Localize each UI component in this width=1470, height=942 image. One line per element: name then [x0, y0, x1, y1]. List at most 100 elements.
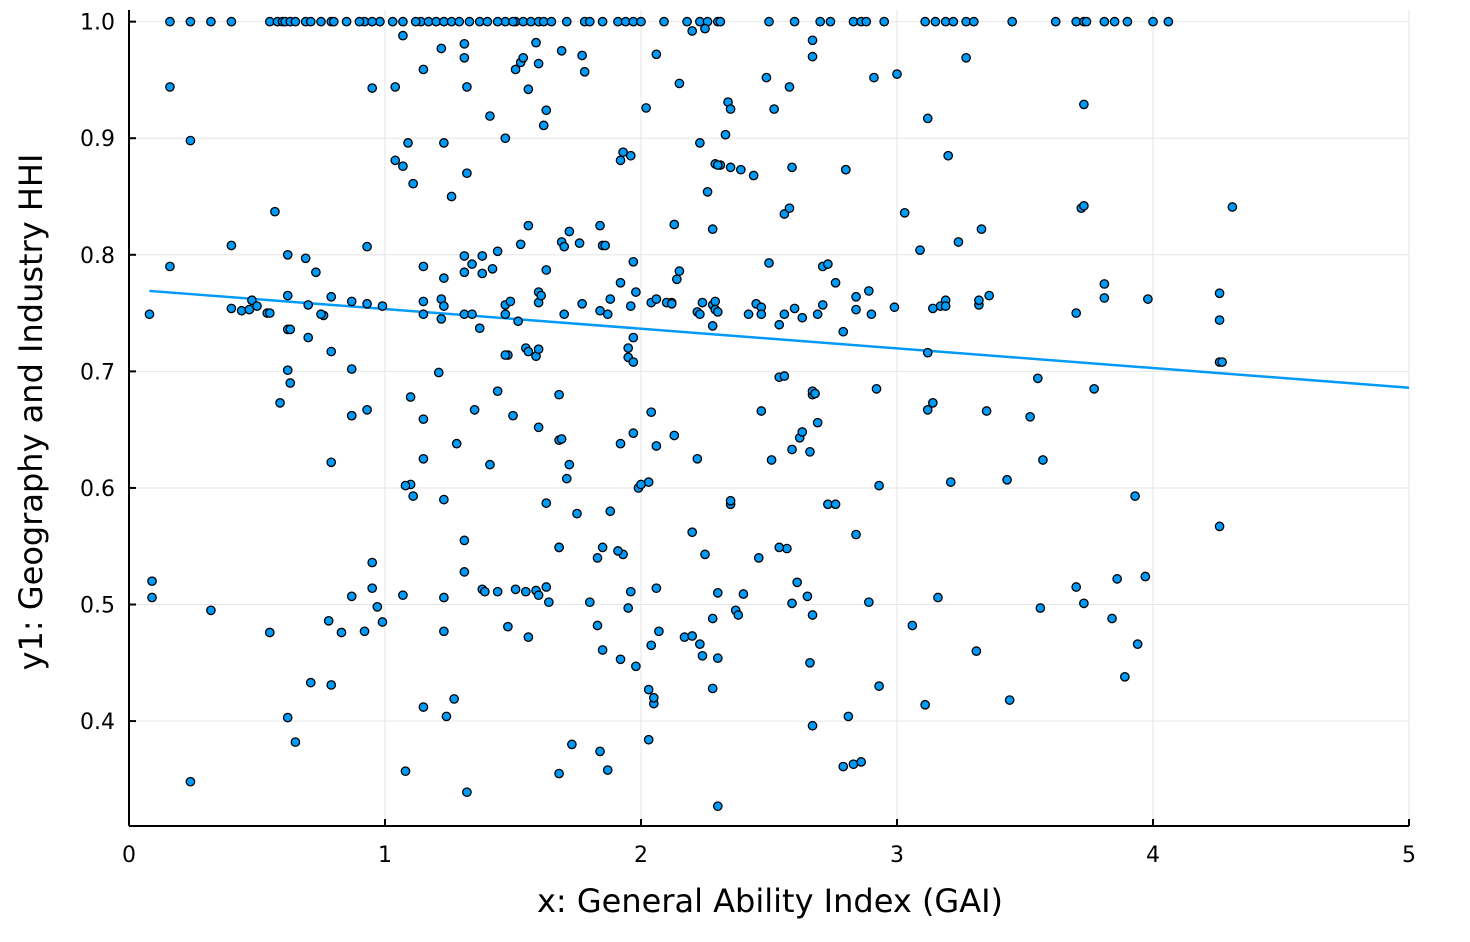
data-point — [359, 626, 370, 637]
data-point — [871, 384, 882, 394]
tick-labels: 0 1 2 3 4 5 0.4 0.5 0.6 0.7 0.8 0.9 1.0 — [80, 11, 1416, 868]
data-point — [418, 414, 429, 425]
data-point — [503, 621, 513, 632]
data-point — [518, 52, 529, 63]
data-point — [669, 219, 680, 230]
data-point — [577, 50, 587, 61]
data-point — [625, 150, 636, 161]
data-point — [346, 591, 357, 602]
data-point — [398, 590, 408, 601]
data-point — [605, 506, 616, 517]
data-point — [1130, 491, 1140, 501]
data-point — [930, 16, 941, 27]
data-point — [510, 584, 521, 595]
data-point — [500, 350, 511, 360]
data-point — [784, 82, 795, 92]
data-point — [561, 473, 572, 484]
data-point — [226, 240, 237, 251]
data-point — [697, 650, 708, 661]
data-point — [1038, 455, 1048, 465]
data-point — [679, 632, 690, 643]
data-point — [459, 535, 470, 546]
data-point — [646, 640, 657, 651]
data-point — [1004, 695, 1015, 705]
data-point — [961, 52, 971, 63]
data-point — [856, 757, 867, 767]
data-point — [628, 428, 639, 439]
data-point — [1007, 16, 1018, 27]
data-point — [1148, 16, 1158, 27]
x-tick-label: 4 — [1146, 843, 1160, 868]
data-point — [523, 220, 534, 231]
data-point — [185, 16, 196, 27]
data-point — [769, 104, 779, 114]
data-point — [561, 16, 572, 27]
data-point — [477, 251, 488, 261]
data-point — [1217, 357, 1227, 367]
data-point — [390, 82, 401, 92]
data-point — [316, 309, 326, 320]
data-point — [851, 529, 861, 540]
data-point — [362, 241, 372, 252]
data-point — [648, 692, 659, 703]
data-point — [282, 712, 293, 723]
data-point — [651, 441, 662, 451]
data-point — [787, 444, 797, 455]
data-point — [236, 305, 247, 316]
data-point — [459, 567, 470, 577]
data-point — [615, 155, 626, 166]
data-point — [367, 557, 378, 568]
data-point — [761, 72, 772, 83]
data-point — [669, 430, 680, 441]
data-point — [695, 309, 705, 320]
data-point — [515, 239, 526, 250]
data-point — [441, 711, 452, 722]
data-point — [712, 588, 723, 598]
data-point — [316, 16, 326, 27]
data-point — [1214, 521, 1225, 532]
data-point — [367, 16, 378, 27]
data-point — [789, 303, 800, 314]
data-point — [748, 170, 759, 181]
data-point — [866, 309, 877, 320]
data-point — [984, 290, 995, 301]
data-point — [362, 298, 372, 309]
data-point — [523, 632, 534, 643]
data-point — [354, 16, 365, 27]
data-point — [400, 480, 411, 491]
data-point — [206, 16, 216, 27]
data-point — [459, 38, 470, 49]
data-point — [492, 386, 503, 397]
data-point — [615, 277, 626, 288]
data-point — [574, 238, 585, 248]
y-tick-label: 0.4 — [80, 710, 115, 735]
data-point — [636, 16, 646, 27]
y-tick-label: 0.9 — [80, 127, 115, 152]
data-point — [666, 298, 677, 309]
data-point — [953, 237, 964, 247]
data-point — [462, 82, 472, 92]
data-point — [474, 323, 485, 334]
data-point — [651, 294, 662, 304]
data-point — [628, 332, 639, 343]
data-point — [147, 592, 157, 603]
data-point — [387, 16, 398, 27]
data-point — [823, 259, 833, 269]
data-point — [533, 422, 544, 433]
data-point — [892, 69, 902, 79]
data-point — [861, 16, 872, 27]
data-point — [436, 43, 447, 54]
data-point — [390, 155, 401, 166]
data-point — [285, 378, 296, 388]
data-point — [377, 301, 388, 311]
data-point — [733, 610, 744, 620]
data-point — [311, 267, 321, 278]
data-point — [636, 479, 646, 490]
data-point — [792, 577, 803, 588]
y-tick-label: 0.7 — [80, 360, 115, 385]
data-point — [285, 324, 296, 335]
data-point — [643, 734, 654, 745]
data-point — [784, 203, 795, 214]
data-point — [398, 161, 408, 172]
data-point — [165, 261, 175, 272]
